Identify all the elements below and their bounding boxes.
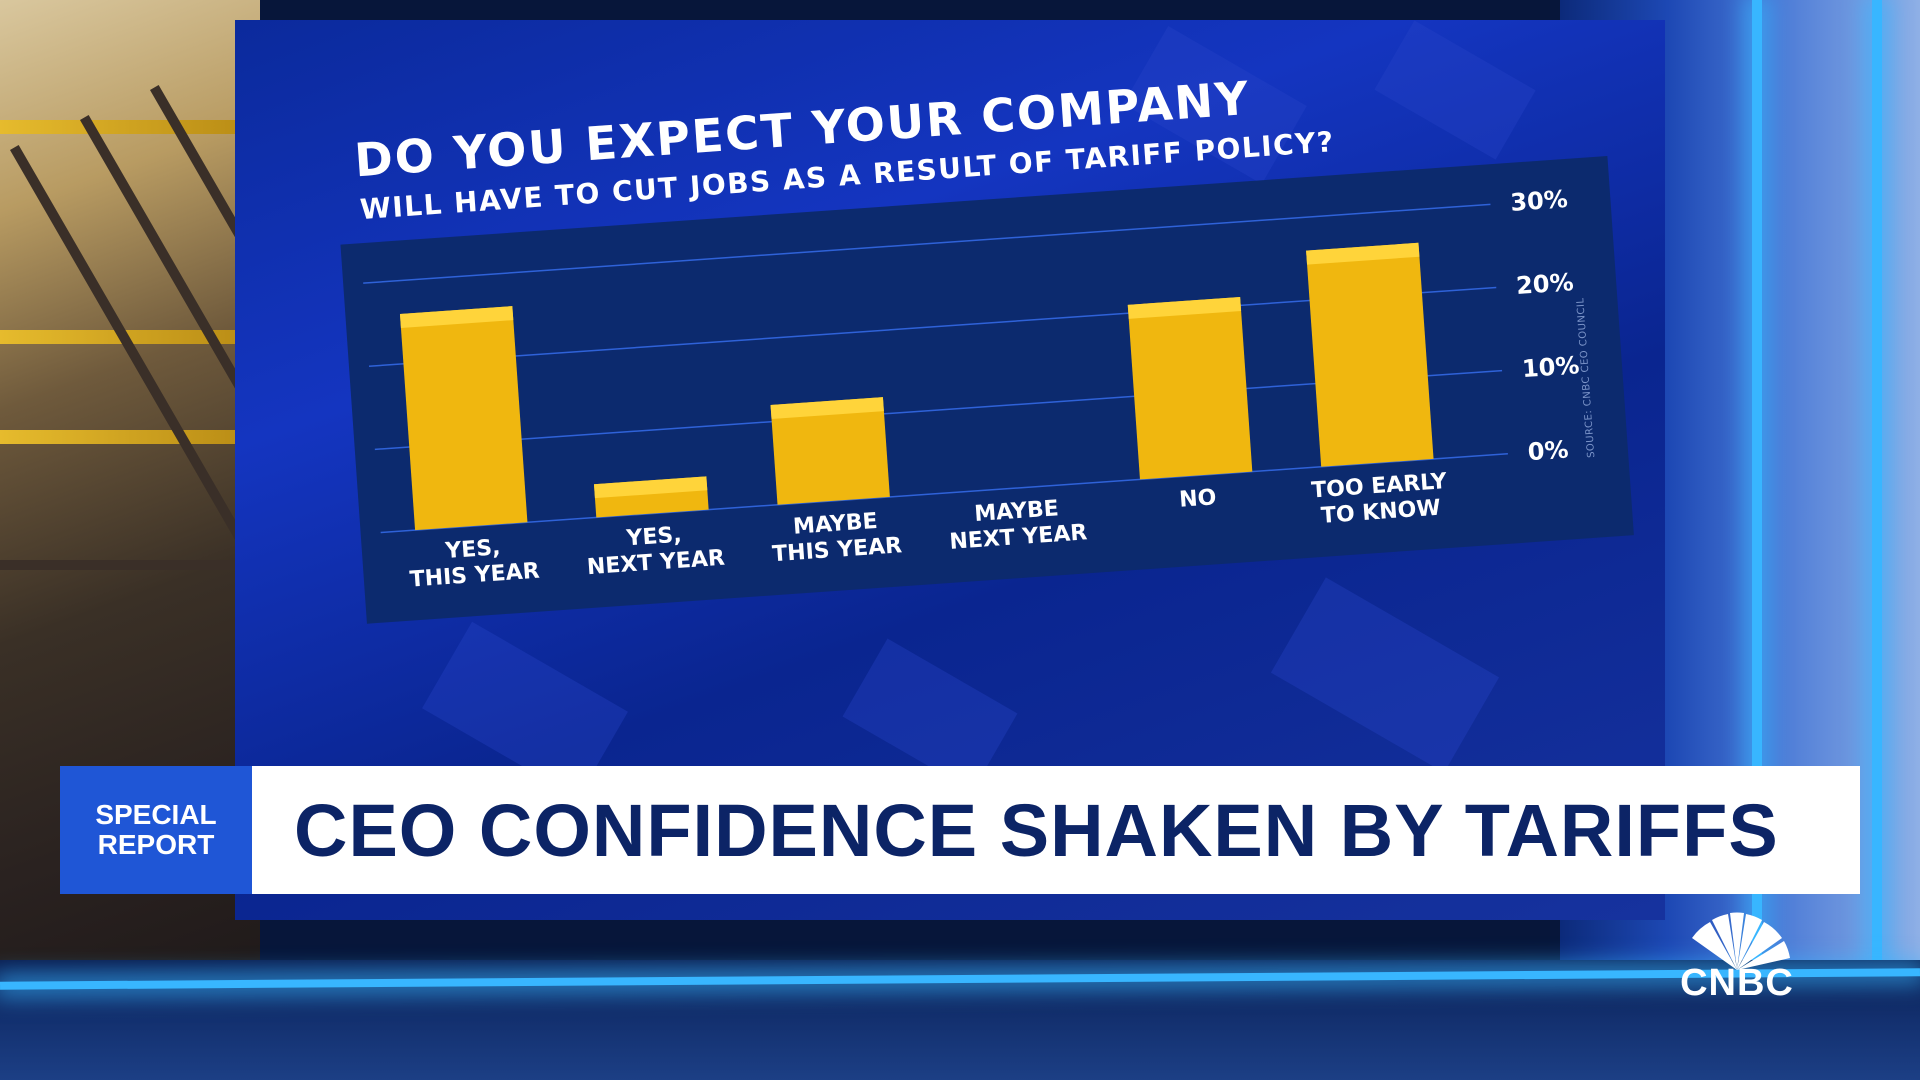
- special-report-tag: SPECIAL REPORT: [60, 766, 252, 894]
- bar-top-highlight: [770, 397, 884, 419]
- bar-top-highlight: [1306, 242, 1420, 265]
- gridline: [374, 369, 1503, 451]
- neon-light-strip: [1752, 0, 1762, 980]
- peacock-icon: [1692, 912, 1790, 970]
- bar: [1127, 297, 1253, 480]
- gridline: [380, 452, 1508, 534]
- y-tick-label: 20%: [1515, 268, 1574, 300]
- category-label: MAYBE: [974, 496, 1060, 527]
- category-label: NEXT YEAR: [586, 546, 725, 581]
- poll-graphic: DO YOU EXPECT YOUR COMPANY WILL HAVE TO …: [330, 6, 1634, 624]
- lower-third: SPECIAL REPORT CEO CONFIDENCE SHAKEN BY …: [60, 766, 1860, 894]
- gridline: [368, 286, 1497, 368]
- gridline: [363, 203, 1491, 284]
- bar: [399, 306, 528, 531]
- bar-top-highlight: [399, 306, 514, 328]
- y-tick-label: 10%: [1521, 351, 1580, 383]
- y-tick-label: 0%: [1527, 436, 1570, 467]
- bar: [1306, 242, 1434, 467]
- category-label: YES,: [444, 535, 502, 564]
- tag-line-2: REPORT: [97, 829, 215, 860]
- y-tick-label: 30%: [1509, 185, 1568, 217]
- category-label: YES,: [625, 523, 683, 552]
- tag-line-1: SPECIAL: [95, 799, 217, 830]
- category-label: NEXT YEAR: [949, 520, 1088, 555]
- category-label: NO: [1178, 485, 1217, 513]
- neon-light-strip: [1872, 0, 1882, 1060]
- bar-top-highlight: [1127, 297, 1242, 319]
- category-label: THIS YEAR: [771, 533, 903, 567]
- cnbc-logo-text: CNBC: [1680, 962, 1794, 1004]
- headline: CEO CONFIDENCE SHAKEN BY TARIFFS: [294, 788, 1779, 872]
- chart-panel: 0% 10% 20% 30% YES, THIS YEAR YES, NEXT YEAR MAY…: [340, 156, 1634, 624]
- headline-box: CEO CONFIDENCE SHAKEN BY TARIFFS: [252, 766, 1860, 894]
- category-label: MAYBE: [792, 509, 878, 540]
- bar-top-highlight: [593, 476, 708, 499]
- category-label: THIS YEAR: [409, 559, 541, 593]
- bar: [770, 397, 890, 505]
- studio-background-left: [0, 0, 260, 1080]
